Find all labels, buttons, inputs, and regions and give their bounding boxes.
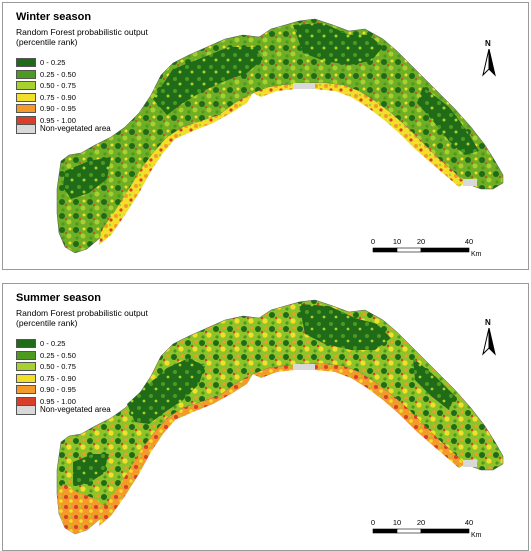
legend-swatch (16, 373, 36, 383)
forest-patch (127, 358, 205, 424)
legend-label: 0.75 - 0.90 (40, 92, 76, 102)
legend-label: 0.90 - 0.95 (40, 104, 76, 114)
legend-swatch (16, 385, 36, 395)
coastal-strip (57, 484, 105, 534)
legend-swatch (16, 350, 36, 360)
north-arrow-icon: N (479, 318, 499, 358)
legend-swatch (16, 362, 36, 372)
panel-title: Winter season (16, 11, 92, 23)
scale-tick-label: 40 (464, 518, 474, 527)
forest-patch (63, 157, 111, 199)
north-label: N (485, 318, 491, 327)
winter-region-map (56, 18, 504, 254)
scale-tick-label: 10 (392, 237, 402, 246)
legend-title: Random Forest probabilistic output (perc… (16, 308, 148, 328)
panel-title: Summer season (16, 292, 101, 304)
forest-patch (417, 87, 479, 155)
legend-label: 0.75 - 0.90 (40, 373, 76, 383)
urban-area (463, 460, 477, 467)
legend-label: 0.90 - 0.95 (40, 385, 76, 395)
legend-label: 0.50 - 0.75 (40, 81, 76, 91)
legend-label: 0.25 - 0.50 (40, 350, 76, 360)
legend-title: Random Forest probabilistic output (perc… (16, 27, 148, 47)
legend-label: Non-vegetated area (40, 405, 111, 414)
urban-area (463, 179, 477, 186)
summer-map-panel: Summer season Random Forest probabilisti… (2, 283, 529, 551)
scale-tick-label: 20 (416, 237, 426, 246)
region-shape (56, 18, 504, 254)
legend-swatch (16, 339, 36, 348)
summer-region-map (56, 299, 504, 535)
forest-patch (413, 358, 455, 410)
scale-tick-label: 40 (464, 237, 474, 246)
forest-patch (153, 47, 263, 115)
forest-patch (293, 23, 383, 65)
scale-tick-label: 0 (370, 518, 376, 527)
forest-patch (299, 304, 391, 350)
legend-label: 0.25 - 0.50 (40, 69, 76, 79)
north-arrow-icon: N (479, 39, 499, 79)
legend-swatch (16, 124, 36, 134)
scale-tick-label: 20 (416, 518, 426, 527)
legend-label: 0 - 0.25 (40, 58, 66, 67)
scale-bar: 0 10 20 40 Km (363, 518, 483, 542)
legend-label: 0 - 0.25 (40, 339, 66, 348)
urban-area (293, 364, 315, 370)
legend-swatch (16, 58, 36, 67)
legend-label: 0.50 - 0.75 (40, 362, 76, 372)
legend-swatch (16, 405, 36, 415)
urban-area (293, 83, 315, 89)
legend-swatch (16, 81, 36, 91)
winter-map-panel: Winter season Random Forest probabilisti… (2, 2, 529, 270)
north-label: N (485, 39, 491, 48)
legend-label: 0.95 - 1.00 (40, 396, 76, 406)
legend-swatch (16, 92, 36, 102)
scale-tick-label: 0 (370, 237, 376, 246)
legend-swatch (16, 104, 36, 114)
scale-bar: 0 10 20 40 Km (363, 237, 483, 261)
forest-patch (73, 454, 109, 486)
scale-unit: Km (471, 251, 482, 258)
legend-swatch (16, 69, 36, 79)
legend-label: Non-vegetated area (40, 124, 111, 133)
region-shape (56, 299, 504, 535)
scale-tick-label: 10 (392, 518, 402, 527)
legend-label: 0.95 - 1.00 (40, 115, 76, 125)
scale-unit: Km (471, 532, 482, 539)
coastal-strip (99, 93, 253, 245)
coastal-strip (99, 374, 253, 526)
